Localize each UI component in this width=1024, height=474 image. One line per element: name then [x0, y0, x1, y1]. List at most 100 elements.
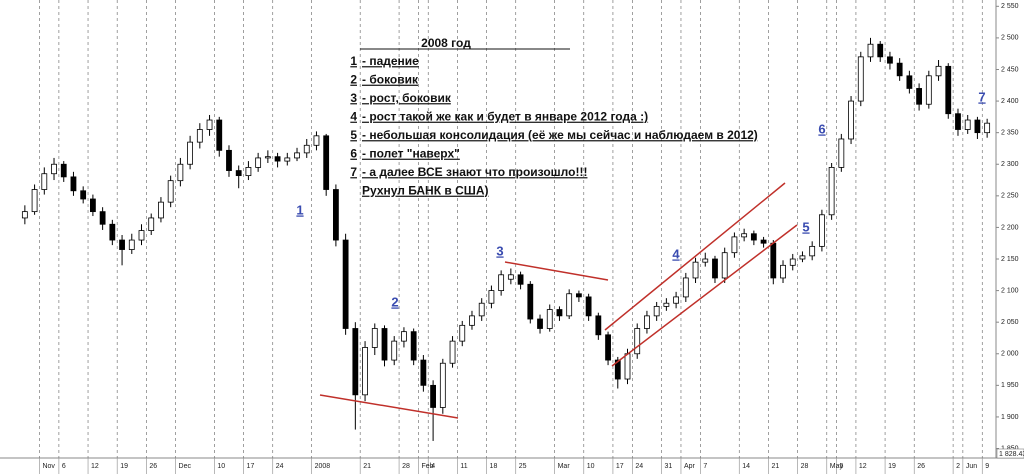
candle-body [80, 190, 87, 200]
wave-marker: 6 [818, 121, 825, 136]
item-number: 1 [350, 54, 357, 68]
item-text: - полет "наверх" [362, 147, 460, 161]
y-tick-label: 2 300 [1001, 161, 1019, 168]
candle-body [546, 309, 553, 329]
candle-body [974, 119, 981, 134]
x-tick-label: 12 [859, 463, 867, 470]
x-tick-label: 9 [985, 463, 989, 470]
last-price-box [996, 448, 1024, 459]
candle-body [566, 293, 573, 317]
candle-body [60, 163, 67, 178]
item-number: 2 [350, 73, 357, 87]
x-tick-label: 4 [431, 463, 435, 470]
candle-body [119, 239, 125, 250]
candle-body [799, 255, 806, 260]
candle-body [371, 328, 378, 348]
x-tick-label: Jun [966, 463, 977, 470]
x-tick-label: 17 [247, 463, 255, 470]
candle-body [867, 43, 874, 58]
candle-body [284, 157, 291, 162]
candle-body [702, 258, 709, 263]
x-tick-label: 10 [587, 463, 595, 470]
candle-body [605, 334, 611, 361]
candle-body [138, 230, 145, 241]
candle-body [809, 245, 816, 257]
candle-body [245, 167, 252, 177]
x-tick-label: 18 [490, 463, 498, 470]
candle-body [381, 328, 388, 361]
candle-body [196, 129, 203, 143]
candle-body [857, 56, 864, 102]
y-tick-label: 2 050 [1001, 319, 1019, 326]
candle-body [99, 211, 106, 225]
candle-body [595, 315, 602, 336]
candle-body [148, 217, 155, 231]
candle-body [439, 362, 446, 408]
candle-body [877, 43, 884, 58]
candle-body [498, 274, 505, 291]
candle-body [362, 347, 368, 396]
candle-body [420, 359, 427, 386]
candle-body [459, 324, 466, 342]
candle-body [682, 277, 689, 298]
candle-body [906, 75, 913, 89]
x-tick-label: 28 [801, 463, 809, 470]
candle-body [109, 223, 116, 241]
x-tick-label: 28 [402, 463, 410, 470]
x-tick-label: May [830, 463, 844, 470]
candle-body [21, 211, 28, 219]
candle-body [90, 198, 96, 213]
y-tick-label: 2 450 [1001, 66, 1019, 73]
candle-body [955, 113, 961, 130]
candle-body [750, 233, 757, 241]
candle-body [332, 189, 339, 241]
annotation-footer: Рухнул БАНК в США) [362, 184, 488, 198]
candle-body [313, 135, 320, 146]
x-tick-label: Dec [179, 463, 192, 470]
candle-body [226, 149, 232, 171]
y-tick-label: 2 400 [1001, 98, 1019, 105]
x-tick-label: 2 [956, 463, 960, 470]
wave-marker: 2 [391, 294, 398, 309]
x-tick-label: 11 [460, 463, 467, 470]
candle-body [517, 274, 524, 285]
x-tick-label: 24 [276, 463, 284, 470]
candle-body [274, 156, 281, 162]
item-number: 6 [350, 147, 357, 161]
item-number: 3 [350, 91, 357, 105]
candle-body [294, 152, 300, 159]
y-tick-label: 2 150 [1001, 256, 1019, 263]
y-tick-label: 2 200 [1001, 224, 1019, 231]
candle-body [644, 315, 650, 329]
candle-body [848, 100, 854, 140]
annotation-title: 2008 год [421, 36, 471, 50]
candle-body [556, 309, 563, 317]
wave-marker: 3 [496, 243, 503, 258]
x-tick-label: 21 [771, 463, 779, 470]
trend-lines [319, 182, 798, 419]
candle-body [128, 239, 135, 250]
item-text: - рост, боковик [362, 91, 452, 105]
candle-body [235, 170, 242, 177]
y-tick-label: 2 350 [1001, 130, 1019, 137]
x-tick-label: 31 [665, 463, 673, 470]
candle-body [449, 340, 456, 364]
candle-body [255, 157, 262, 168]
x-tick-label: 10 [217, 463, 225, 470]
x-tick-label: 25 [519, 463, 527, 470]
wave-marker: 1 [296, 202, 303, 217]
x-tick-label: 17 [616, 463, 624, 470]
candle-body [653, 305, 660, 317]
x-tick-label: 26 [149, 463, 157, 470]
candle-body [896, 62, 903, 77]
candle-body [430, 384, 437, 408]
candle-body [158, 201, 164, 219]
candle-body [721, 252, 728, 279]
item-text: - боковик [362, 73, 419, 87]
candle-body [488, 290, 495, 304]
y-tick-label: 1 900 [1001, 414, 1019, 421]
x-tick-label: Mar [558, 463, 571, 470]
y-tick-label: 1 950 [1001, 382, 1019, 389]
